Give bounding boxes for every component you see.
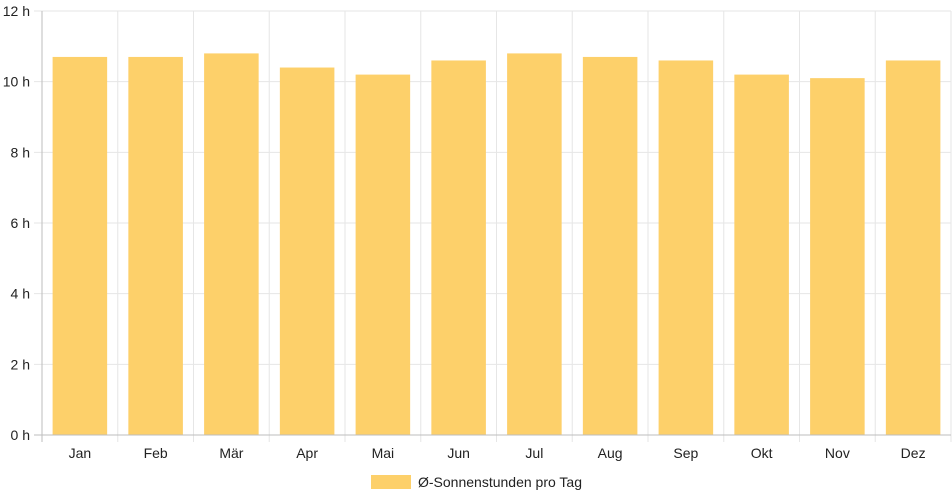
bars [52, 53, 941, 436]
y-tick-label: 8 h [11, 144, 30, 160]
bar-feb[interactable] [128, 56, 183, 435]
x-tick-label: Sep [673, 445, 698, 461]
x-tick-label: Dez [901, 445, 926, 461]
y-tick-label: 4 h [11, 286, 30, 302]
x-tick-label: Mär [219, 445, 243, 461]
legend[interactable]: Ø-Sonnenstunden pro Tag [371, 474, 582, 490]
y-tick-label: 6 h [11, 215, 30, 231]
x-axis-ticks: Jan Feb Mär Apr Mai Jun Jul Aug Sep Okt Nov Dez [69, 445, 926, 461]
legend-swatch [371, 475, 411, 489]
y-axis-ticks: 0 h 2 h 4 h 6 h 8 h 10 h 12 h [3, 3, 30, 443]
y-tick-label: 0 h [11, 427, 30, 443]
x-tick-label: Mai [372, 445, 395, 461]
x-tick-label: Jan [69, 445, 92, 461]
bar-sep[interactable] [658, 60, 714, 435]
x-tick-label: Aug [598, 445, 623, 461]
x-tick-label: Jul [525, 445, 543, 461]
x-tick-label: Apr [296, 445, 318, 461]
bar-nov[interactable] [810, 78, 865, 435]
bar-aug[interactable] [582, 56, 638, 435]
grid-lines [34, 10, 952, 442]
bar-mai[interactable] [355, 74, 411, 435]
y-tick-label: 10 h [3, 74, 30, 90]
bar-jun[interactable] [431, 60, 486, 435]
bar-mär[interactable] [204, 53, 259, 436]
bar-jan[interactable] [52, 56, 108, 435]
y-tick-label: 2 h [11, 356, 30, 372]
x-tick-label: Feb [144, 445, 168, 461]
x-tick-label: Jun [447, 445, 470, 461]
x-tick-label: Nov [825, 445, 850, 461]
x-tick-label: Okt [751, 445, 773, 461]
y-tick-label: 12 h [3, 3, 30, 19]
bar-okt[interactable] [734, 74, 789, 435]
bar-jul[interactable] [507, 53, 562, 436]
axes [41, 11, 951, 436]
bar-apr[interactable] [279, 67, 335, 436]
bar-dez[interactable] [885, 60, 941, 435]
legend-label: Ø-Sonnenstunden pro Tag [418, 474, 582, 490]
